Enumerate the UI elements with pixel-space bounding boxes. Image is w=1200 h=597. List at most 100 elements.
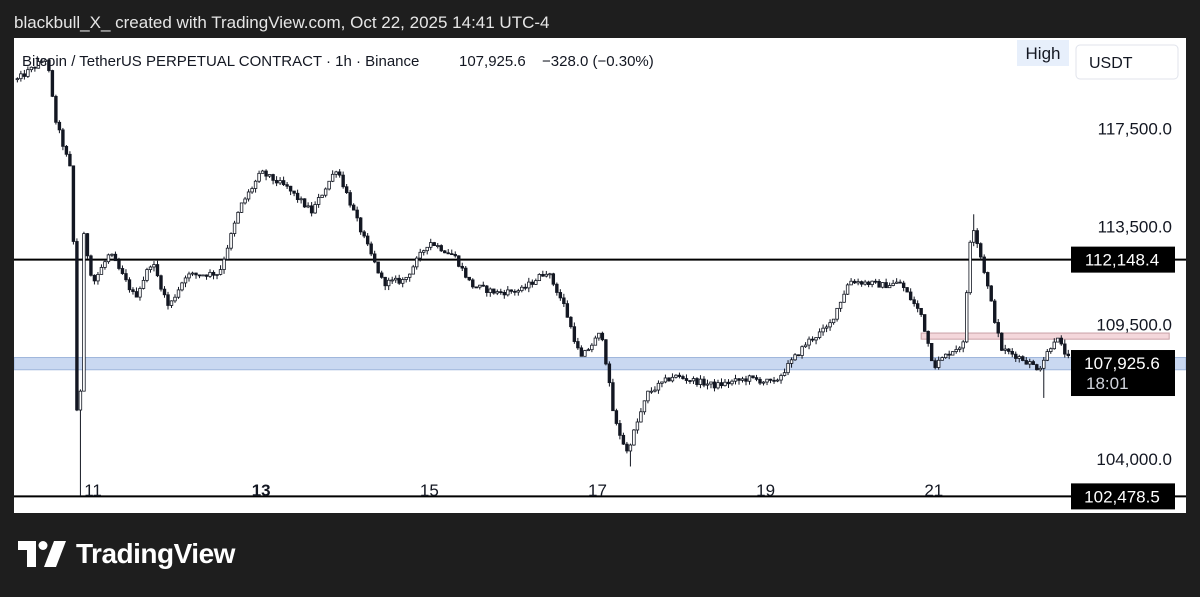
- candle[interactable]: [726, 379, 731, 388]
- candle[interactable]: [754, 374, 759, 382]
- candle[interactable]: [22, 69, 27, 80]
- candle[interactable]: [103, 259, 107, 270]
- candle[interactable]: [390, 276, 394, 284]
- candle[interactable]: [404, 276, 408, 283]
- candle[interactable]: [768, 378, 773, 384]
- candle[interactable]: [744, 375, 748, 386]
- candle[interactable]: [29, 66, 34, 73]
- candle[interactable]: [274, 176, 279, 187]
- candle[interactable]: [628, 443, 633, 467]
- candle[interactable]: [369, 241, 373, 257]
- candle[interactable]: [372, 250, 377, 264]
- candle[interactable]: [85, 233, 90, 259]
- candle[interactable]: [723, 379, 727, 387]
- candle[interactable]: [509, 289, 514, 294]
- candle[interactable]: [961, 340, 965, 353]
- candle[interactable]: [523, 283, 528, 291]
- candle[interactable]: [698, 375, 703, 389]
- candle[interactable]: [152, 261, 156, 272]
- candle[interactable]: [344, 183, 349, 194]
- candle[interactable]: [1035, 363, 1039, 371]
- candle[interactable]: [397, 274, 401, 285]
- candle[interactable]: [1063, 339, 1067, 358]
- candle[interactable]: [957, 346, 962, 353]
- candle[interactable]: [527, 277, 531, 293]
- candle[interactable]: [835, 307, 839, 322]
- candle[interactable]: [849, 278, 853, 286]
- candle[interactable]: [253, 179, 258, 193]
- candle[interactable]: [264, 169, 268, 181]
- candle[interactable]: [663, 374, 668, 384]
- candle[interactable]: [712, 379, 717, 392]
- candle[interactable]: [1021, 355, 1025, 362]
- candle[interactable]: [316, 193, 321, 208]
- candle[interactable]: [117, 257, 121, 271]
- candle[interactable]: [747, 374, 752, 385]
- candle[interactable]: [772, 376, 776, 384]
- candle[interactable]: [467, 276, 471, 282]
- candle[interactable]: [649, 387, 654, 394]
- candle[interactable]: [586, 347, 591, 352]
- candle[interactable]: [96, 272, 100, 285]
- candle[interactable]: [355, 206, 359, 222]
- candle[interactable]: [1003, 344, 1007, 355]
- candle[interactable]: [611, 378, 615, 412]
- candle[interactable]: [761, 381, 766, 386]
- candle[interactable]: [1028, 358, 1032, 369]
- price-source-toggle[interactable]: [1017, 40, 1069, 66]
- candle[interactable]: [408, 273, 412, 282]
- candle[interactable]: [401, 277, 405, 288]
- candle[interactable]: [348, 190, 352, 208]
- candle[interactable]: [709, 381, 713, 389]
- candle[interactable]: [688, 380, 692, 384]
- candle[interactable]: [162, 286, 167, 298]
- candle[interactable]: [383, 276, 387, 291]
- candle[interactable]: [351, 203, 356, 211]
- candle[interactable]: [436, 243, 440, 249]
- candle[interactable]: [499, 288, 503, 295]
- candle[interactable]: [646, 390, 650, 404]
- candle[interactable]: [551, 272, 556, 287]
- candle[interactable]: [471, 278, 475, 289]
- candle[interactable]: [751, 375, 755, 379]
- candle[interactable]: [863, 279, 867, 286]
- candle[interactable]: [415, 256, 419, 270]
- candle[interactable]: [544, 270, 549, 278]
- candle[interactable]: [110, 253, 114, 258]
- candle[interactable]: [929, 343, 934, 362]
- candle[interactable]: [733, 374, 738, 385]
- candle[interactable]: [267, 174, 272, 178]
- candle[interactable]: [61, 127, 65, 151]
- candle[interactable]: [968, 240, 972, 295]
- candle[interactable]: [183, 275, 188, 288]
- candle[interactable]: [831, 318, 836, 325]
- candle[interactable]: [579, 345, 584, 357]
- candle[interactable]: [947, 350, 951, 360]
- candle[interactable]: [621, 432, 626, 445]
- candle[interactable]: [954, 345, 958, 354]
- pink-zone[interactable]: [920, 332, 1170, 340]
- candle[interactable]: [197, 274, 202, 279]
- candle[interactable]: [50, 69, 55, 98]
- candle[interactable]: [502, 289, 506, 299]
- candle[interactable]: [986, 271, 990, 289]
- candle[interactable]: [1052, 338, 1056, 350]
- candle[interactable]: [138, 286, 142, 301]
- candle[interactable]: [737, 378, 741, 385]
- candle[interactable]: [600, 331, 605, 342]
- candle[interactable]: [141, 276, 146, 290]
- candle[interactable]: [446, 249, 450, 255]
- candle[interactable]: [302, 198, 307, 208]
- chart-panel[interactable]: Bitcoin / TetherUS PERPETUAL CONTRACT · …: [14, 38, 1186, 513]
- candle[interactable]: [127, 277, 132, 293]
- candle[interactable]: [464, 266, 468, 279]
- candle[interactable]: [376, 261, 380, 274]
- candle[interactable]: [572, 322, 577, 344]
- candle[interactable]: [15, 77, 20, 83]
- candle[interactable]: [922, 314, 927, 332]
- candle[interactable]: [562, 293, 566, 307]
- candle[interactable]: [159, 274, 163, 292]
- candle[interactable]: [716, 379, 720, 390]
- candle[interactable]: [57, 120, 62, 134]
- candle[interactable]: [166, 291, 170, 310]
